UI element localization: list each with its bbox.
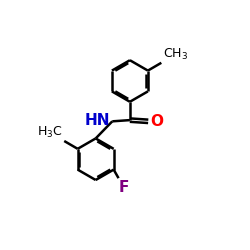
Text: O: O — [151, 114, 164, 129]
Text: F: F — [119, 180, 130, 195]
Text: CH$_3$: CH$_3$ — [162, 46, 188, 62]
Text: HN: HN — [85, 112, 110, 128]
Text: H$_3$C: H$_3$C — [38, 125, 63, 140]
